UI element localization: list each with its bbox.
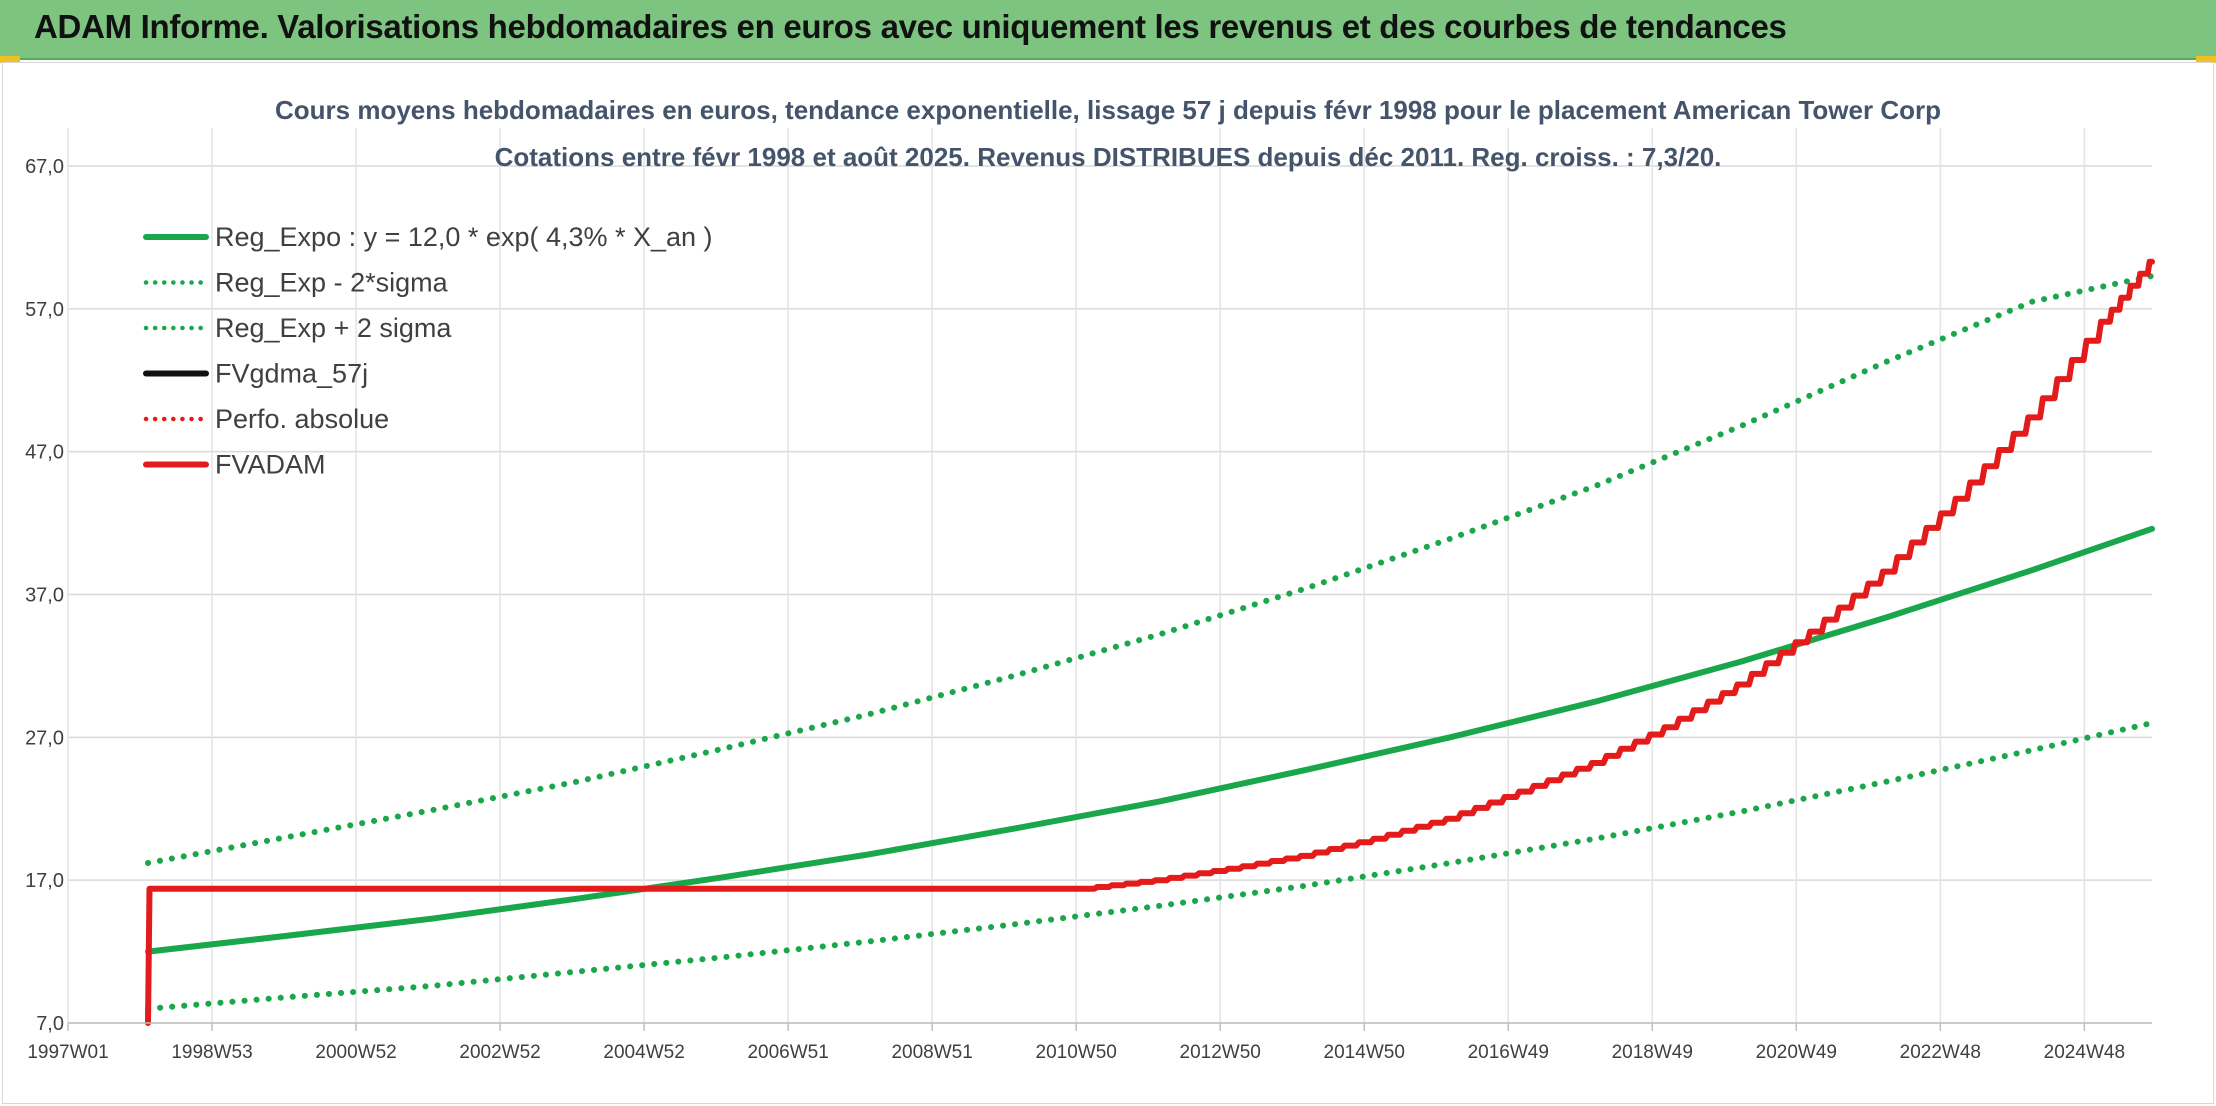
report-title: ADAM Informe. Valorisations hebdomadaire… <box>34 8 1787 45</box>
report-banner: ADAM Informe. Valorisations hebdomadaire… <box>0 0 2216 60</box>
legend-label: FVgdma_57j <box>215 359 368 389</box>
series-line-5 <box>145 258 2155 1026</box>
y-tick-label: 67,0 <box>25 156 64 178</box>
chart-title: Cours moyens hebdomadaires en euros, ten… <box>275 95 1941 125</box>
x-tick-label: 1997W01 <box>27 1042 108 1063</box>
x-tick-label: 2014W50 <box>1324 1042 1405 1063</box>
legend-label: FVADAM <box>215 450 326 480</box>
series-line-2 <box>145 273 2155 866</box>
series-line-1 <box>145 720 2155 1012</box>
x-tick-label: 2006W51 <box>747 1042 828 1063</box>
legend-label: Perfo. absolue <box>215 404 389 434</box>
x-tick-label: 2020W49 <box>1756 1042 1837 1063</box>
corner-marker-left <box>0 56 20 63</box>
chart-panel <box>2 62 2214 1104</box>
y-tick-label: 7,0 <box>36 1013 64 1035</box>
x-tick-label: 2012W50 <box>1180 1042 1261 1063</box>
chart-subtitle: Cotations entre févr 1998 et août 2025. … <box>495 142 1722 172</box>
x-tick-label: 2000W52 <box>315 1042 396 1063</box>
legend-label: Reg_Exp + 2 sigma <box>215 313 452 343</box>
y-tick-label: 37,0 <box>25 585 64 607</box>
x-tick-label: 2002W52 <box>459 1042 540 1063</box>
grid-layer <box>67 128 2152 1024</box>
x-tick-label: 2022W48 <box>1900 1042 1981 1063</box>
y-tick-label: 27,0 <box>25 727 64 749</box>
legend-label: Reg_Exp - 2*sigma <box>215 268 449 298</box>
series-line-0 <box>145 525 2155 955</box>
x-tick-label: 2004W52 <box>603 1042 684 1063</box>
x-tick-label: 2010W50 <box>1036 1042 1117 1063</box>
y-tick-label: 17,0 <box>25 870 64 892</box>
x-tick-label: 1998W53 <box>171 1042 252 1063</box>
x-tick-label: 2018W49 <box>1612 1042 1693 1063</box>
legend-label: Reg_Expo : y = 12,0 * exp( 4,3% * X_an ) <box>215 222 713 252</box>
y-tick-label: 57,0 <box>25 299 64 321</box>
x-tick-label: 2008W51 <box>891 1042 972 1063</box>
y-tick-label: 47,0 <box>25 442 64 464</box>
legend-layer: Reg_Expo : y = 12,0 * exp( 4,3% * X_an )… <box>143 222 713 480</box>
series-layer <box>145 258 2155 1026</box>
x-tick-label: 2024W48 <box>2044 1042 2125 1063</box>
x-tick-label: 2016W49 <box>1468 1042 1549 1063</box>
corner-marker-right <box>2196 56 2216 63</box>
axis-layer: 7,0 17,0 27,0 37,0 47,0 57,0 67,0 1997W01 1998W5… <box>25 156 2152 1063</box>
